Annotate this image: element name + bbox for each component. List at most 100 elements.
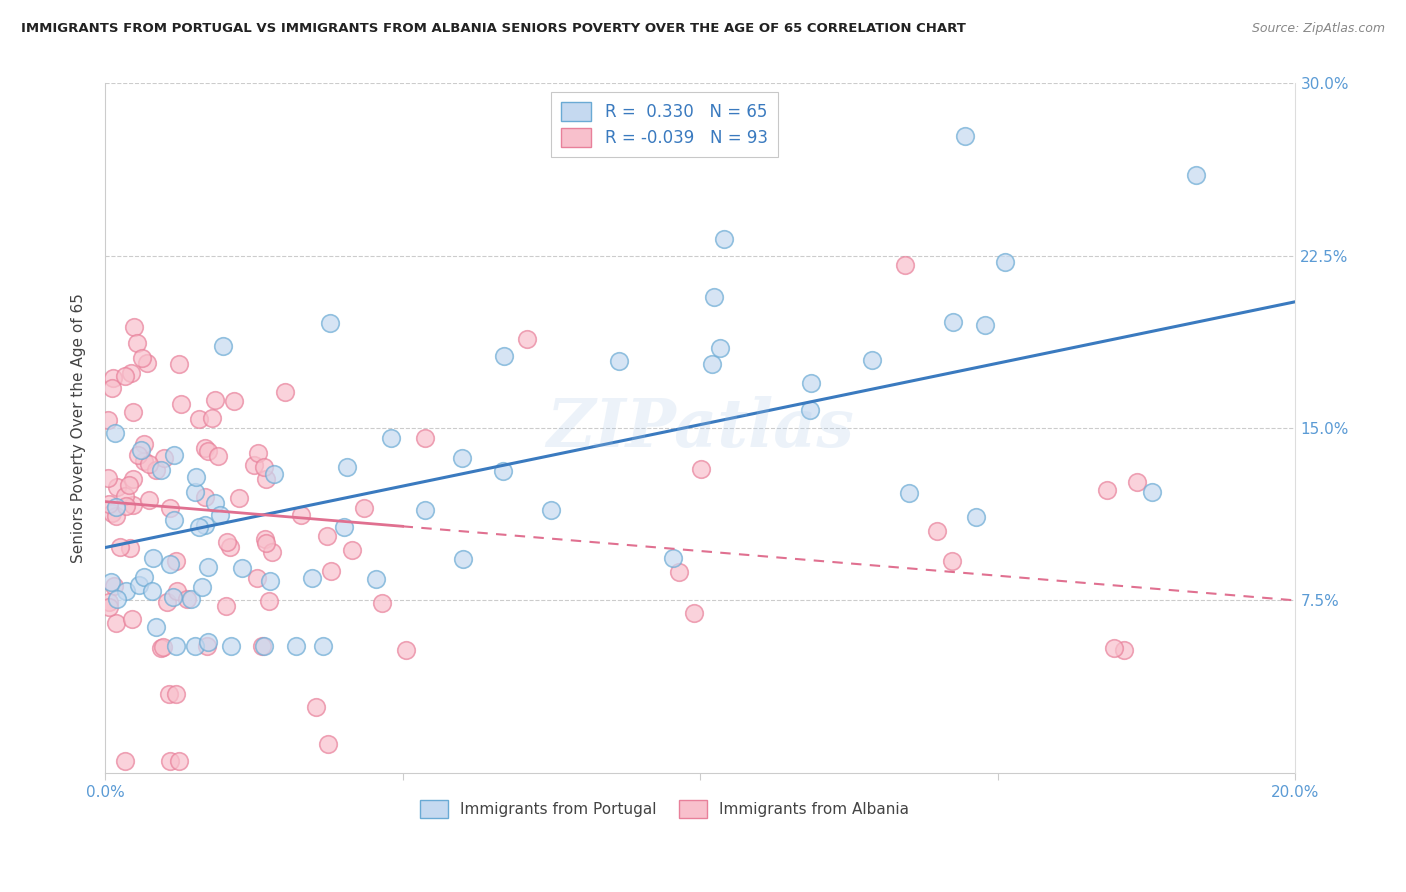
Point [395, 643, 418, 657]
Point [145, 619, 167, 633]
Point [204, 392, 226, 407]
Point [364, 572, 387, 586]
Point [167, 754, 190, 768]
Point [115, 583, 138, 598]
Point [540, 503, 562, 517]
Point [100, 574, 122, 589]
Point [121, 611, 143, 625]
Point [159, 557, 181, 571]
Point [312, 640, 335, 654]
Point [700, 357, 723, 371]
Point [1185, 168, 1208, 182]
Point [607, 353, 630, 368]
Point [122, 472, 145, 486]
Point [107, 479, 129, 493]
Point [183, 640, 205, 654]
Point [259, 574, 281, 588]
Point [257, 593, 280, 607]
Point [219, 540, 242, 554]
Point [254, 536, 277, 550]
Point [163, 448, 186, 462]
Point [127, 448, 149, 462]
Point [713, 232, 735, 246]
Point [260, 544, 283, 558]
Point [136, 356, 159, 370]
Point [159, 501, 181, 516]
Point [222, 394, 245, 409]
Point [114, 754, 136, 768]
Point [105, 615, 128, 630]
Point [319, 317, 342, 331]
Point [246, 571, 269, 585]
Point [336, 459, 359, 474]
Point [253, 459, 276, 474]
Text: ZIPatlas: ZIPatlas [547, 395, 855, 460]
Point [228, 491, 250, 506]
Point [333, 520, 356, 534]
Point [194, 517, 217, 532]
Point [201, 411, 224, 425]
Point [98, 497, 121, 511]
Point [974, 318, 997, 333]
Point [105, 592, 128, 607]
Point [340, 542, 363, 557]
Point [204, 496, 226, 510]
Point [105, 500, 128, 514]
Point [141, 584, 163, 599]
Point [132, 570, 155, 584]
Y-axis label: Seniors Poverty Over the Age of 65: Seniors Poverty Over the Age of 65 [72, 293, 86, 563]
Point [371, 596, 394, 610]
Point [165, 640, 187, 654]
Point [941, 554, 963, 568]
Point [254, 472, 277, 486]
Point [104, 425, 127, 440]
Point [122, 405, 145, 419]
Point [254, 532, 277, 546]
Point [1126, 475, 1149, 490]
Point [101, 371, 124, 385]
Point [103, 579, 125, 593]
Point [683, 606, 706, 620]
Point [209, 508, 232, 522]
Point [215, 599, 238, 613]
Point [150, 463, 173, 477]
Point [1114, 642, 1136, 657]
Point [247, 445, 270, 459]
Point [316, 738, 339, 752]
Point [221, 640, 243, 654]
Point [195, 639, 218, 653]
Point [183, 484, 205, 499]
Point [131, 351, 153, 365]
Point [702, 290, 724, 304]
Point [132, 454, 155, 468]
Point [197, 635, 219, 649]
Point [273, 384, 295, 399]
Point [176, 591, 198, 606]
Point [304, 699, 326, 714]
Point [108, 540, 131, 554]
Point [97, 413, 120, 427]
Point [316, 529, 339, 543]
Point [1102, 640, 1125, 655]
Point [165, 554, 187, 568]
Point [120, 541, 142, 555]
Point [925, 524, 948, 539]
Point [380, 431, 402, 445]
Point [263, 467, 285, 481]
Point [97, 599, 120, 614]
Point [120, 366, 142, 380]
Point [190, 580, 212, 594]
Point [197, 444, 219, 458]
Point [170, 397, 193, 411]
Point [134, 436, 156, 450]
Point [98, 595, 121, 609]
Point [129, 443, 152, 458]
Legend: Immigrants from Portugal, Immigrants from Albania: Immigrants from Portugal, Immigrants fro… [413, 794, 915, 823]
Point [162, 591, 184, 605]
Point [187, 519, 209, 533]
Point [138, 457, 160, 471]
Point [186, 470, 208, 484]
Point [166, 584, 188, 599]
Point [114, 369, 136, 384]
Point [101, 381, 124, 395]
